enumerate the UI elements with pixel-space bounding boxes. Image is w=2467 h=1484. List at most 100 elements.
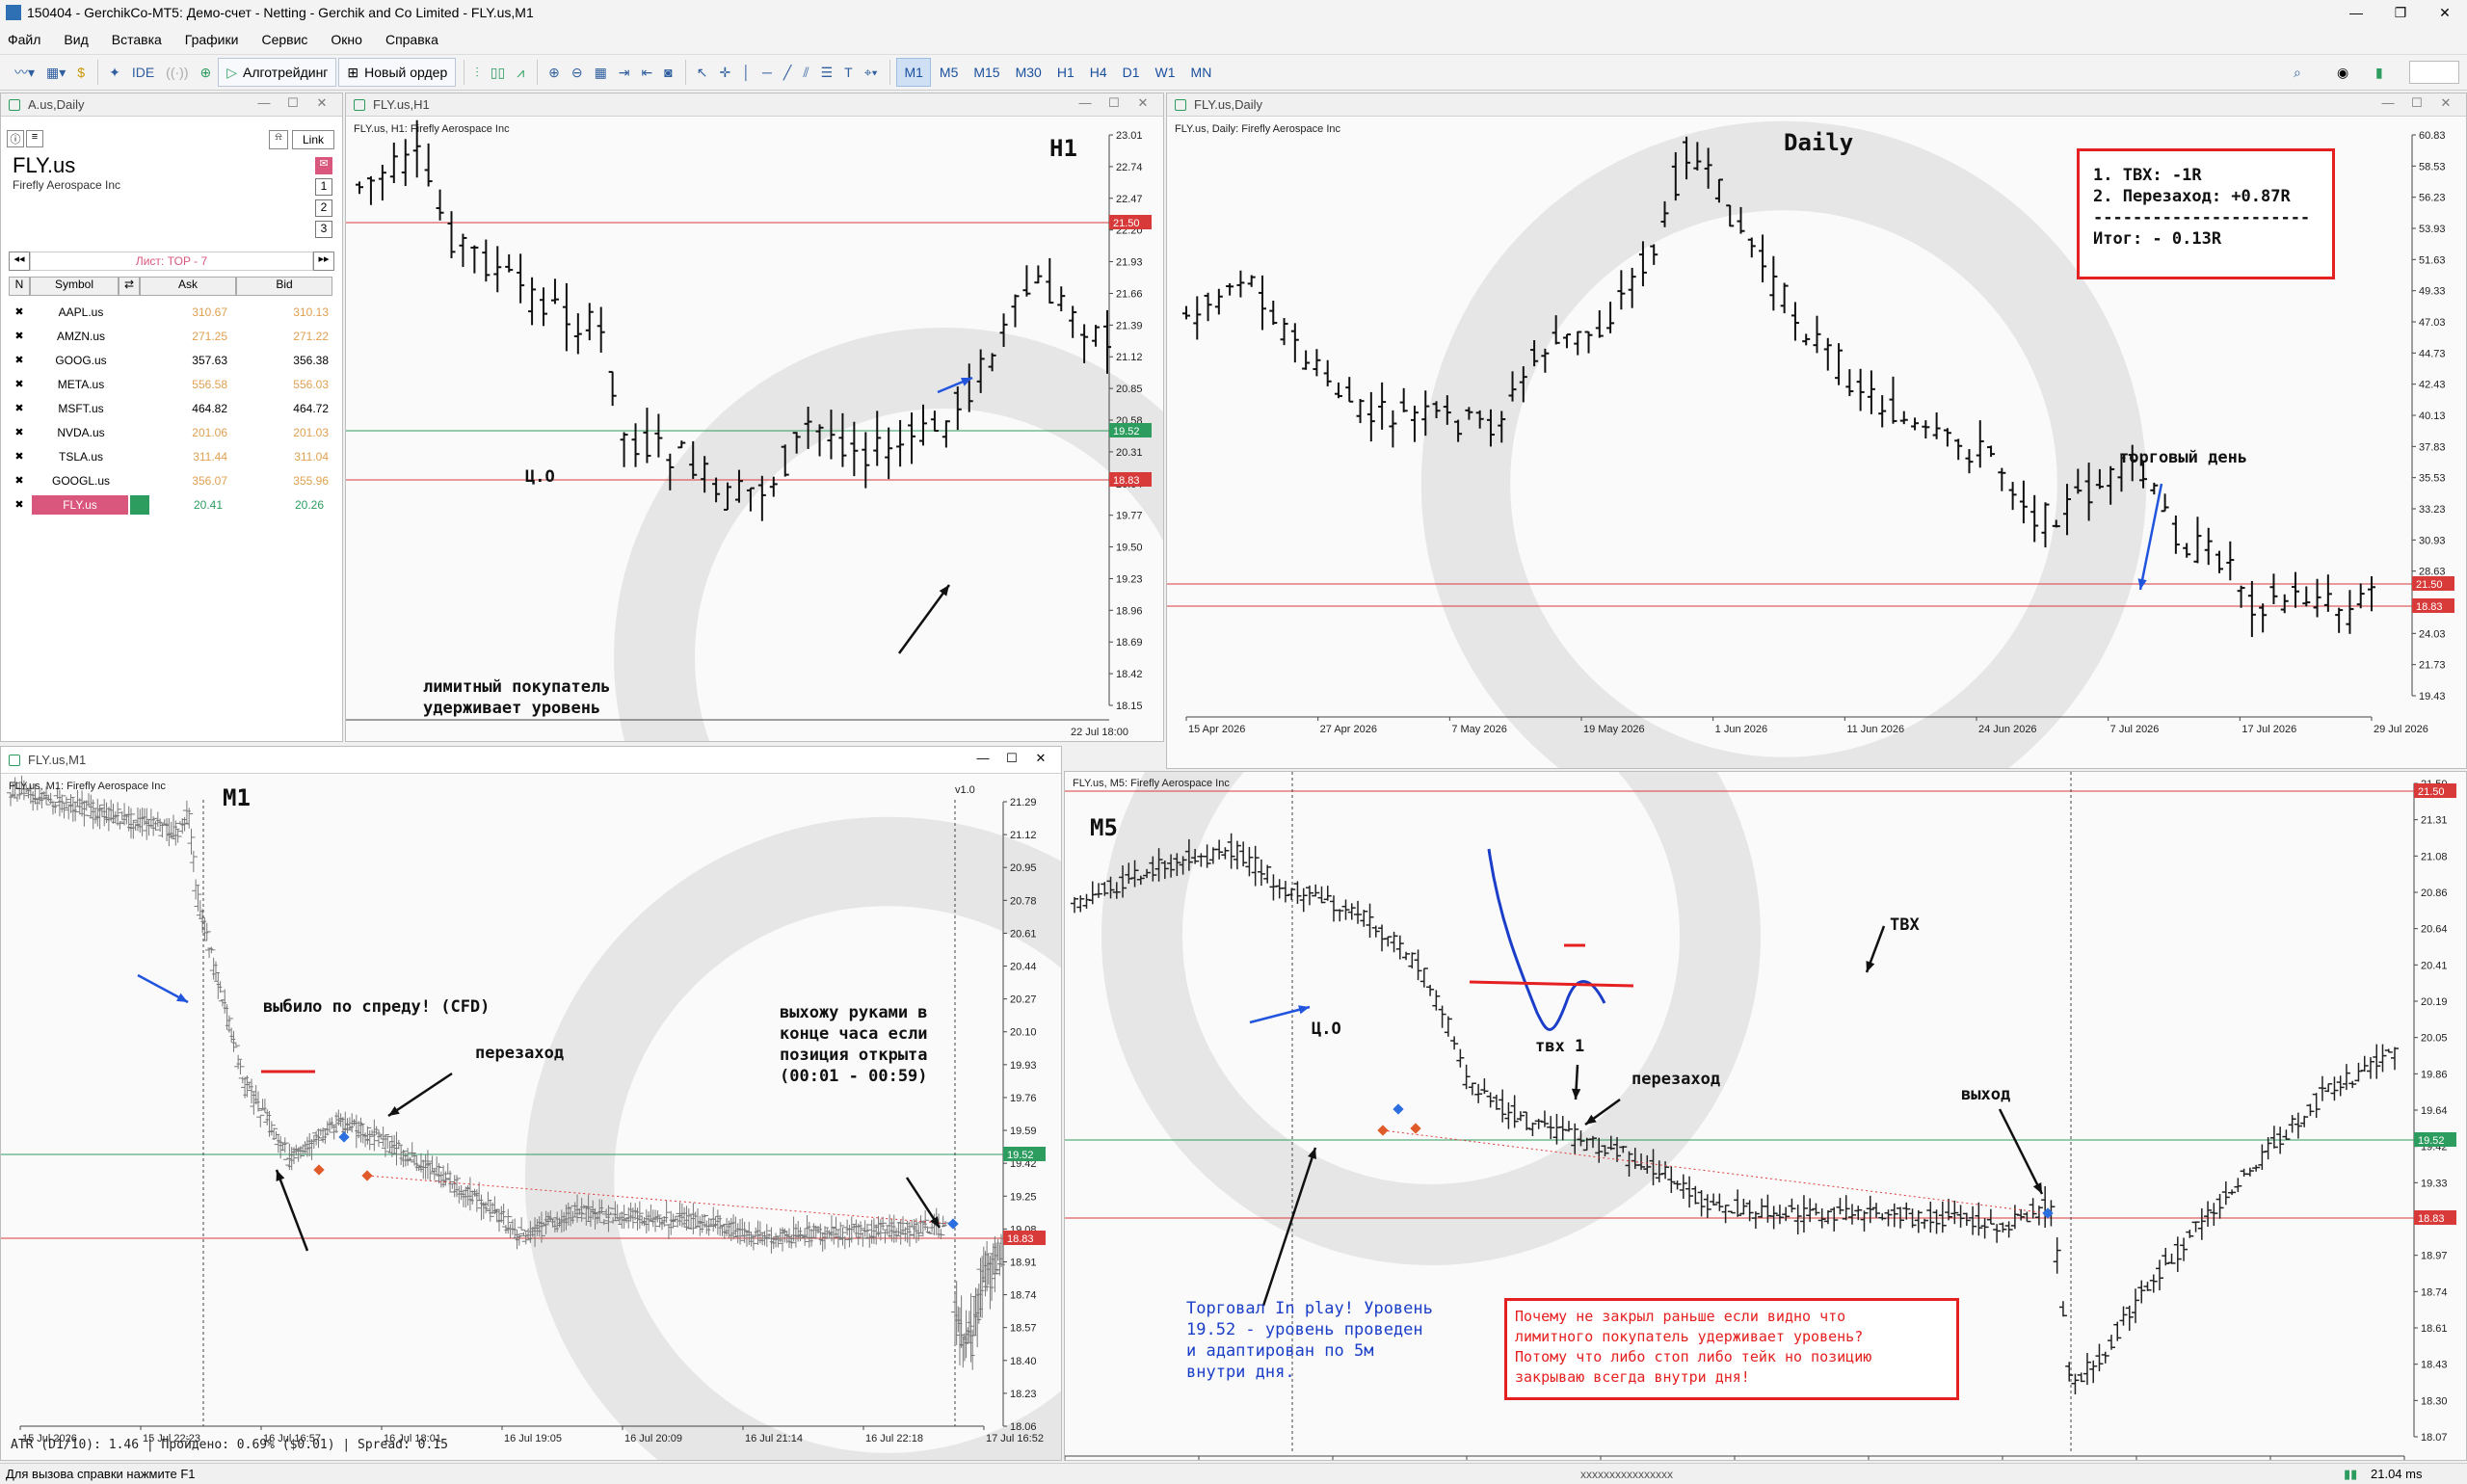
templates-icon[interactable]: ▦▾ — [46, 64, 66, 80]
list-item[interactable]: ✖ AAPL.us 310.67 310.13 — [7, 300, 336, 324]
panel-minimize[interactable]: — — [1078, 95, 1092, 110]
search-icon[interactable]: ⌕ — [2294, 64, 2301, 80]
list-item[interactable]: ✖ GOOG.us 357.63 356.38 — [7, 348, 336, 372]
list-item[interactable]: ✖ MSFT.us 464.82 464.72 — [7, 396, 336, 420]
col-ask[interactable]: Ask — [140, 277, 236, 296]
list-item[interactable]: ✖ GOOGL.us 356.07 355.96 — [7, 468, 336, 492]
remove-icon[interactable]: ✖ — [14, 475, 24, 487]
col-n[interactable]: N — [9, 277, 30, 296]
menu-window[interactable]: Окно — [331, 32, 362, 47]
panel-maximize[interactable]: ☐ — [2411, 95, 2423, 110]
tf-w1[interactable]: W1 — [1154, 65, 1176, 80]
fibo-icon[interactable]: ☰ — [820, 64, 834, 80]
mail-icon[interactable]: ✉ — [315, 157, 332, 174]
remove-icon[interactable]: ✖ — [14, 379, 24, 390]
list-name[interactable]: Лист: TOP - 7 — [30, 252, 313, 271]
shapes-icon[interactable]: ⌖▾ — [863, 64, 878, 80]
list-prev-button[interactable]: ◂◂ — [9, 252, 30, 271]
group-2-button[interactable]: 2 — [315, 199, 332, 217]
grid-icon[interactable]: ▦ — [594, 64, 607, 80]
tf-m30[interactable]: M30 — [1015, 65, 1042, 80]
group-1-button[interactable]: 1 — [315, 178, 332, 196]
channel-icon[interactable]: ⫽ — [803, 64, 809, 80]
list-item-selected[interactable]: ✖ FLY.us 20.41 20.26 — [7, 492, 336, 517]
menu-charts[interactable]: Графики — [184, 32, 239, 47]
algo-trading-button[interactable]: ▷ Алготрейдинг — [218, 58, 337, 87]
panel-maximize[interactable]: ☐ — [1108, 95, 1120, 110]
remove-icon[interactable]: ✖ — [14, 306, 24, 318]
bars-icon[interactable]: ⫶ — [475, 64, 479, 80]
tf-h4[interactable]: H4 — [1089, 65, 1107, 80]
daily-chart[interactable]: 60.83 58.53 56.23 53.93 51.63 49.33 47.03 44.73… — [1167, 118, 2467, 769]
vline-icon[interactable]: │ — [742, 65, 751, 80]
dollar-icon[interactable]: $ — [77, 65, 86, 80]
group-3-button[interactable]: 3 — [315, 221, 332, 238]
tf-m5[interactable]: M5 — [939, 65, 959, 80]
hline-icon[interactable]: ─ — [761, 65, 772, 80]
sparkle-icon[interactable]: ✦ — [109, 64, 120, 80]
panel-close[interactable]: ✕ — [2440, 95, 2452, 110]
panel-minimize[interactable]: — — [2381, 95, 2395, 110]
h1-chart-canvas[interactable]: 23.0122.7422.4722.2021.9321.6621.3921.12… — [346, 118, 1164, 742]
col-bid[interactable]: Bid — [236, 277, 332, 296]
candles-icon[interactable]: ▯▯ — [490, 64, 506, 80]
panel-minimize[interactable]: — — [257, 95, 271, 110]
text-icon[interactable]: T — [844, 65, 853, 80]
list-item[interactable]: ✖ AMZN.us 271.25 271.22 — [7, 324, 336, 348]
info-icon[interactable]: ⓘ — [7, 130, 24, 147]
panel-maximize[interactable]: ☐ — [1006, 751, 1018, 765]
menu-file[interactable]: Файл — [8, 32, 41, 47]
chart-type-icon[interactable]: 〰▾ — [14, 65, 36, 80]
toolbar-search-input[interactable] — [2409, 61, 2459, 84]
maximize-button[interactable]: ❐ — [2394, 4, 2407, 20]
account-icon[interactable]: ◉ — [2337, 64, 2349, 80]
h1-chart[interactable]: 23.01 22.74 22.47 22.20 21.93 21.66 21.39 21.12… — [346, 118, 1164, 742]
col-symbol[interactable]: Symbol — [30, 277, 119, 296]
panel-close[interactable]: ✕ — [1137, 95, 1149, 110]
remove-icon[interactable]: ✖ — [14, 427, 24, 438]
panel-maximize[interactable]: ☐ — [287, 95, 299, 110]
tf-h1[interactable]: H1 — [1056, 65, 1074, 80]
minimize-button[interactable]: — — [2349, 5, 2363, 20]
m5-chart[interactable]: 21.50 21.31 21.08 20.86 20.64 20.41 20.19 20.05… — [1065, 772, 2467, 1461]
crosshair-icon[interactable]: ✛ — [719, 64, 731, 80]
trendline-icon[interactable]: ╱ — [783, 64, 792, 80]
autoscroll-icon[interactable]: ⇥ — [618, 64, 630, 80]
list-icon[interactable]: ≡ — [26, 130, 43, 147]
remove-icon[interactable]: ✖ — [14, 331, 24, 342]
daily-chart-canvas[interactable]: 60.83 58.53 56.23 53.93 51.63 49.33 47.03 44.73… — [1167, 118, 2467, 769]
close-button[interactable]: ✕ — [2439, 4, 2451, 20]
remove-icon[interactable]: ✖ — [14, 499, 24, 511]
tf-mn[interactable]: MN — [1190, 65, 1212, 80]
globe-icon[interactable]: ⊕ — [199, 64, 212, 80]
menu-help[interactable]: Справка — [385, 32, 438, 47]
zoom-out-icon[interactable]: ⊖ — [570, 64, 583, 80]
panel-minimize[interactable]: — — [976, 751, 990, 765]
ide-button[interactable]: IDE — [131, 65, 155, 80]
tf-d1[interactable]: D1 — [1122, 65, 1140, 80]
panel-close[interactable]: ✕ — [316, 95, 328, 110]
panel-close[interactable]: ✕ — [1035, 751, 1047, 765]
menu-insert[interactable]: Вставка — [111, 32, 162, 47]
list-item[interactable]: ✖ TSLA.us 311.44 311.04 — [7, 444, 336, 468]
tf-m15[interactable]: M15 — [973, 65, 1000, 80]
m5-chart-canvas[interactable]: 21.50 21.31 21.08 20.86 20.64 20.41 20.19 20.05… — [1065, 772, 2467, 1461]
col-arrange[interactable]: ⇄ — [119, 277, 140, 296]
remove-icon[interactable]: ✖ — [14, 451, 24, 463]
menu-tools[interactable]: Сервис — [261, 32, 308, 47]
m1-chart-canvas[interactable]: 21.29 21.12 20.95 20.78 20.61 20.44 20.27 20.10… — [1, 775, 1062, 1461]
chart-shift-icon[interactable]: ⇤ — [641, 64, 653, 80]
menu-view[interactable]: Вид — [64, 32, 89, 47]
pin-icon[interactable]: ⍾ — [269, 130, 288, 149]
tf-m1[interactable]: M1 — [896, 58, 931, 87]
link-button[interactable]: Link — [292, 130, 334, 149]
zoom-in-icon[interactable]: ⊕ — [548, 64, 560, 80]
cursor-icon[interactable]: ↖ — [696, 64, 708, 80]
signal-icon[interactable]: ((·)) — [166, 65, 189, 80]
screenshot-icon[interactable]: ◙ — [664, 65, 673, 80]
list-item[interactable]: ✖ NVDA.us 201.06 201.03 — [7, 420, 336, 444]
list-next-button[interactable]: ▸▸ — [313, 252, 334, 271]
line-icon[interactable]: ⩘ — [517, 64, 525, 80]
list-item[interactable]: ✖ META.us 556.58 556.03 — [7, 372, 336, 396]
m1-chart[interactable]: 21.29 21.12 20.95 20.78 20.61 20.44 20.27 20.10… — [1, 775, 1062, 1461]
